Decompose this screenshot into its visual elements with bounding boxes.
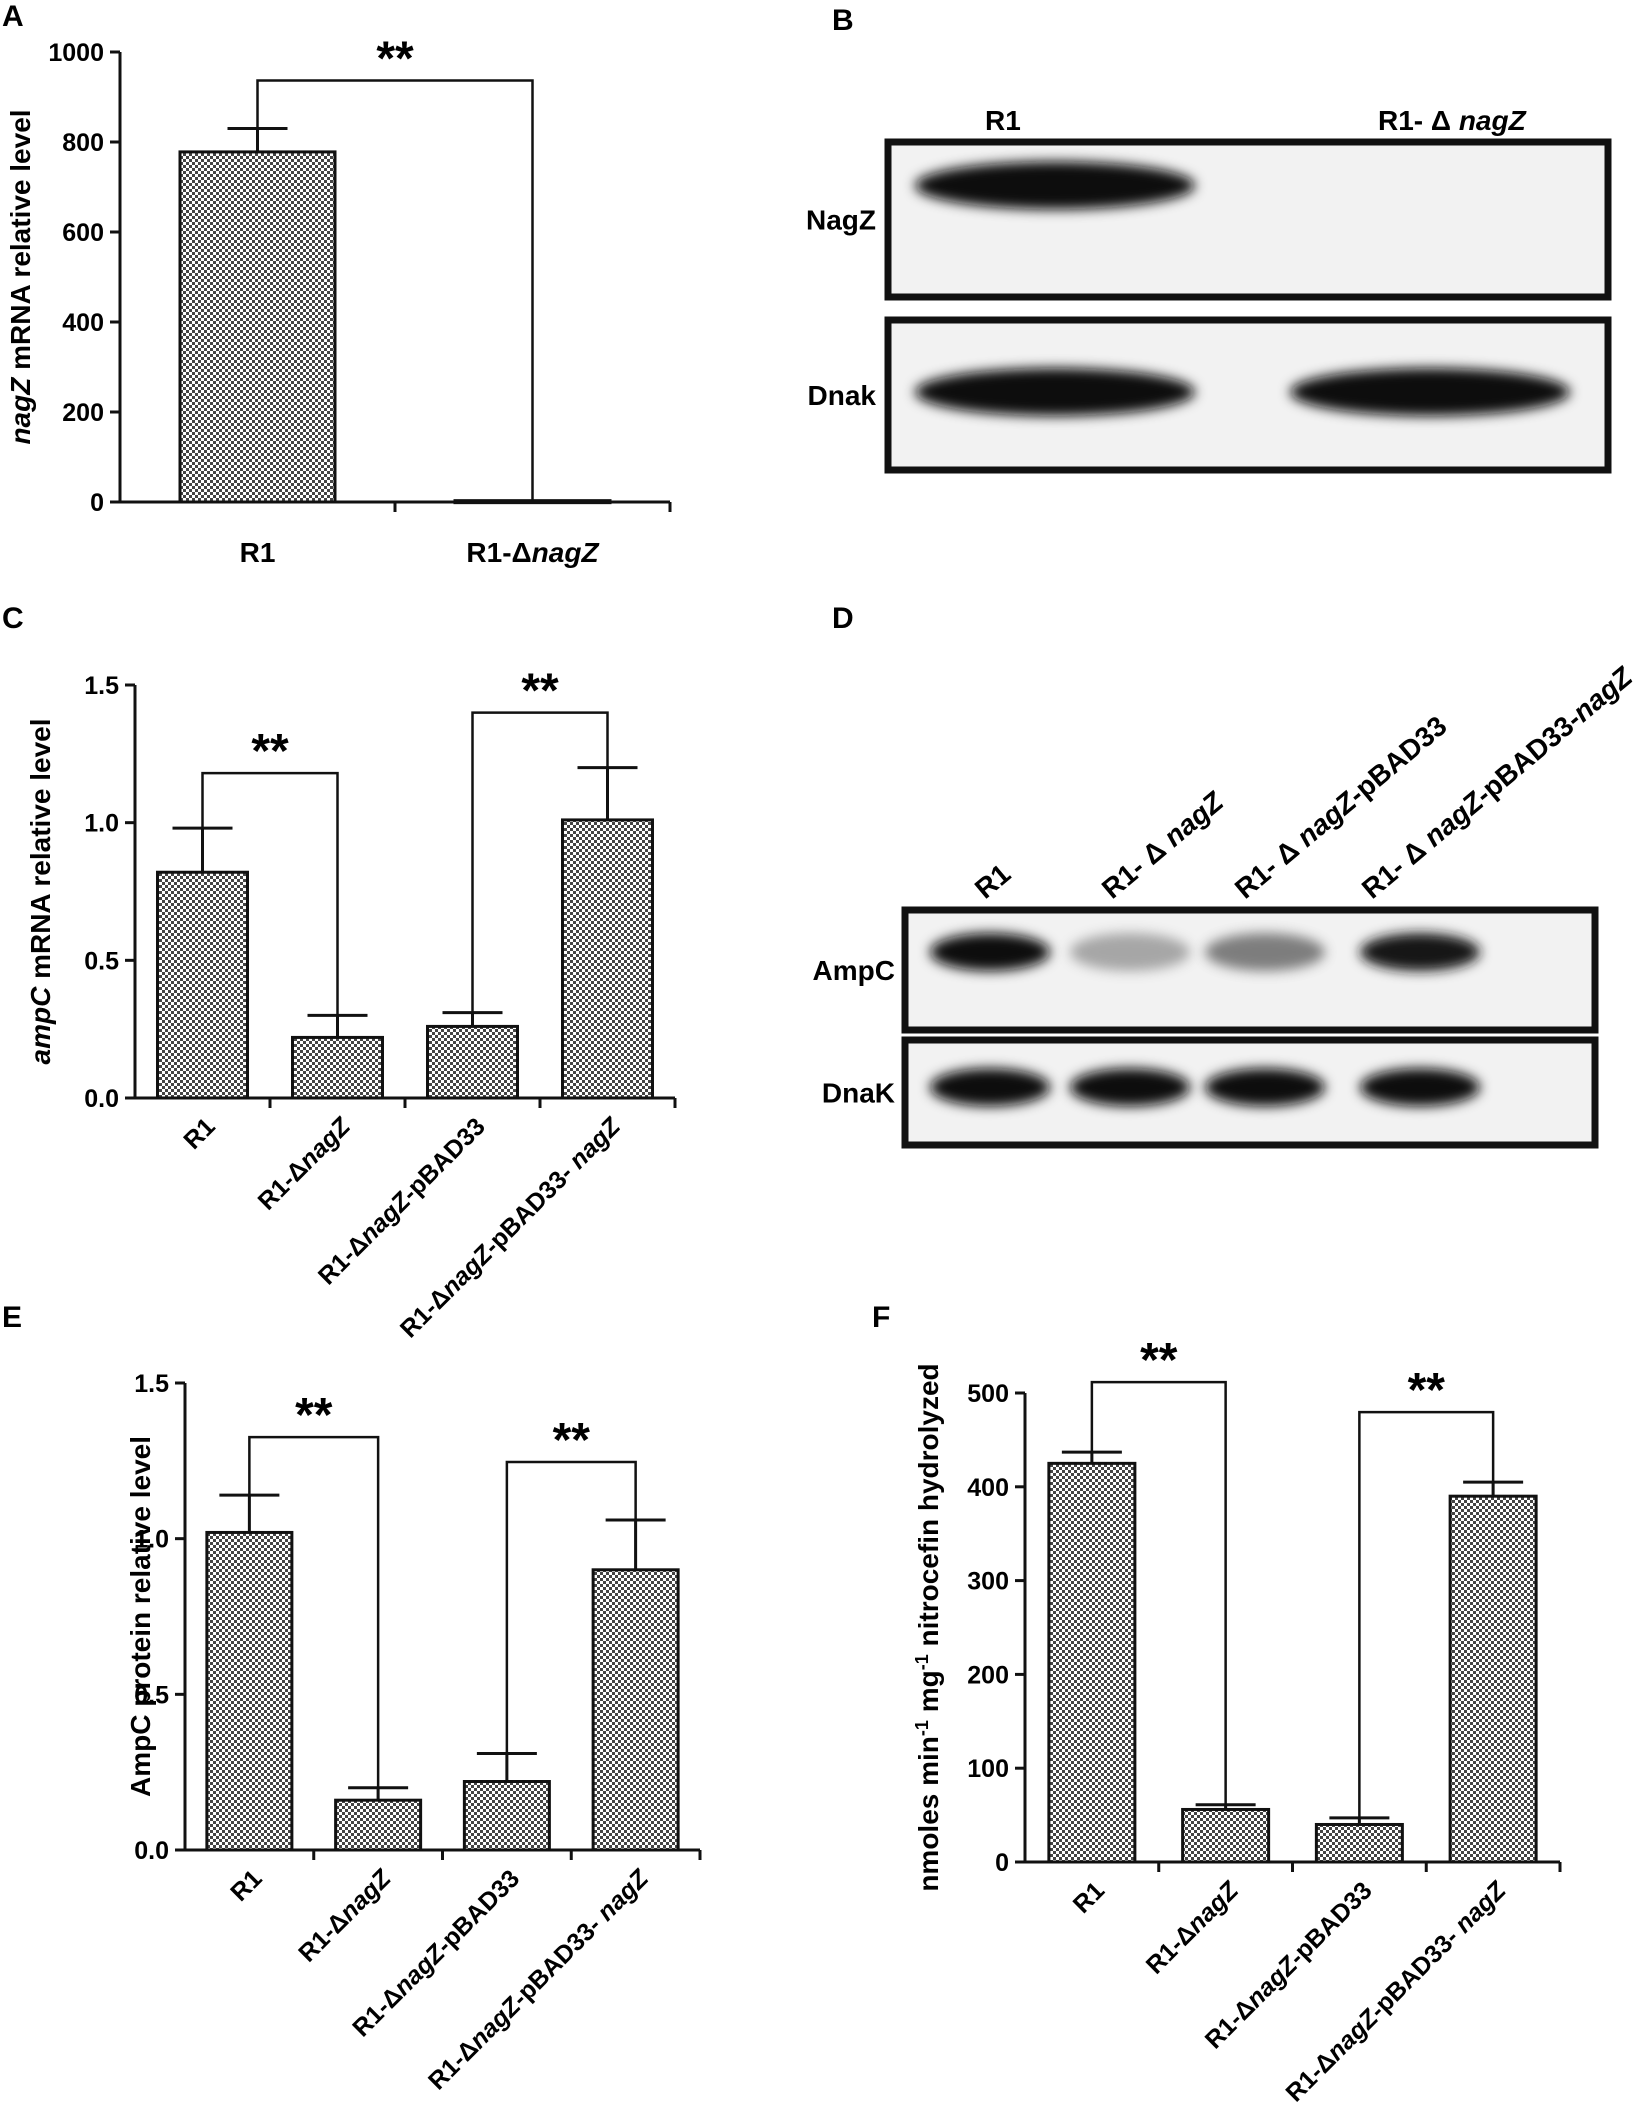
significance-label: ** (521, 665, 559, 718)
y-tick-label: 100 (967, 1755, 1009, 1783)
blot-row-label: Dnak (808, 380, 877, 411)
y-tick-label: 600 (62, 219, 104, 247)
lane-label: R1 (969, 858, 1016, 905)
significance-bracket (505, 1460, 637, 1754)
blot-row-label: NagZ (806, 205, 876, 236)
lane-label: R1- Δ nagZ-pBAD33-nagZ (1356, 660, 1639, 904)
lane-label: R1- Δ nagZ-pBAD33 (1229, 710, 1453, 905)
x-tick-label: R1-ΔnagZ (1141, 1875, 1245, 1979)
significance-bracket (1090, 1380, 1227, 1810)
y-tick-label: 400 (967, 1474, 1009, 1502)
y-tick-label: 1000 (48, 39, 104, 67)
protein-band (930, 1068, 1050, 1107)
x-tick-label: R1-ΔnagZ-pBAD33- nagZ (1280, 1875, 1512, 2107)
panel-letter-e: E (2, 1301, 22, 1334)
blot-row-label: AmpC (813, 955, 895, 986)
y-tick-label: 300 (967, 1568, 1009, 1596)
protein-band (1205, 1068, 1325, 1107)
significance-bracket (471, 711, 609, 1013)
significance-bracket (1358, 1410, 1495, 1818)
bar (291, 1035, 384, 1100)
bar (1448, 1494, 1538, 1864)
chart-panel-a: 0 200 400 600 800 1000 nagZ mRNA relative leve… (5, 33, 672, 568)
x-tick-label: R1-ΔnagZ-pBAD33- nagZ (395, 1111, 627, 1343)
protein-band (930, 933, 1050, 971)
y-axis-label: nmoles min-1 mg-1 nitrocefin hydrolyzed (912, 1363, 944, 1891)
y-tick-label: 1.0 (134, 1526, 169, 1554)
y-tick-label: 800 (62, 129, 104, 157)
significance-bracket (201, 771, 339, 1038)
significance-label: ** (1408, 1364, 1446, 1417)
chart-panel-c: 0.0 0.5 1.0 1.5 ampC mRNA relative level R1 R1… (25, 665, 677, 1343)
y-tick-label: 400 (62, 309, 104, 337)
blot-row-label: DnaK (822, 1078, 895, 1109)
protein-band (915, 161, 1195, 210)
x-tick-label: R1 (240, 537, 276, 568)
protein-band (1205, 933, 1325, 971)
chart-panel-e: 0.0 0.5 1.0 1.5 AmpC protein relative level R… (125, 1370, 702, 2095)
bar (178, 150, 337, 504)
bar (1181, 1807, 1271, 1864)
x-tick-label: R1-ΔnagZ (253, 1111, 357, 1215)
y-tick-label: 0 (995, 1849, 1009, 1877)
panel-letter-a: A (2, 0, 24, 33)
y-tick-label: 0 (90, 489, 104, 517)
x-tick-label: R1-ΔnagZ-pBAD33- nagZ (423, 1863, 655, 2095)
protein-band (1070, 933, 1190, 971)
protein-band (1360, 1068, 1480, 1107)
bar (561, 818, 654, 1100)
y-tick-label: 0.0 (84, 1085, 119, 1113)
bar (453, 499, 612, 505)
significance-label: ** (1140, 1334, 1178, 1387)
y-axis-label: AmpC protein relative level (125, 1436, 156, 1797)
y-tick-label: 1.5 (134, 1370, 169, 1398)
y-tick-label: 200 (967, 1661, 1009, 1689)
significance-label: ** (553, 1414, 591, 1467)
x-tick-label: R1 (1068, 1876, 1110, 1918)
bar (1047, 1461, 1137, 1864)
protein-band (1290, 368, 1570, 416)
y-tick-label: 0.5 (84, 947, 119, 975)
panel-letter-d: D (832, 602, 854, 635)
lane-label: R1 (985, 105, 1021, 136)
x-tick-label: R1-ΔnagZ (293, 1863, 397, 1967)
protein-band (1070, 1068, 1190, 1107)
bar (156, 870, 249, 1100)
protein-band (1360, 933, 1480, 971)
y-tick-label: 500 (967, 1380, 1009, 1408)
lane-label: R1- Δ nagZ (1378, 105, 1527, 136)
protein-band (915, 368, 1195, 416)
y-tick-label: 0.5 (134, 1681, 169, 1709)
x-tick-label: R1-ΔnagZ (466, 537, 599, 568)
western-blot-b: R1 R1- Δ nagZ NagZ Dnak (806, 105, 1612, 474)
y-axis-label: nagZ mRNA relative level (5, 109, 36, 444)
bar (205, 1530, 294, 1852)
y-axis-label: ampC mRNA relative level (25, 719, 56, 1065)
panel-letter-b: B (832, 4, 854, 37)
y-tick-label: 1.5 (84, 672, 119, 700)
significance-label: ** (376, 33, 414, 86)
bar (1314, 1822, 1404, 1864)
significance-label: ** (251, 725, 289, 778)
bar (426, 1024, 519, 1100)
bar (462, 1780, 551, 1852)
x-tick-label: R1 (178, 1112, 220, 1154)
bar (591, 1568, 680, 1852)
panel-letter-f: F (872, 1301, 890, 1334)
x-tick-label: R1 (225, 1864, 267, 1906)
y-tick-label: 0.0 (134, 1837, 169, 1865)
panel-letter-c: C (2, 602, 24, 635)
y-tick-label: 1.0 (84, 810, 119, 838)
chart-panel-f: 0 100 200 300 400 500 nmoles min-1 mg-1 nitroc… (912, 1334, 1562, 2107)
y-tick-label: 200 (62, 399, 104, 427)
lane-label: R1- Δ nagZ (1096, 785, 1230, 904)
significance-bracket (248, 1435, 380, 1801)
significance-bracket (256, 79, 534, 501)
significance-label: ** (295, 1389, 333, 1442)
bar (334, 1798, 423, 1852)
